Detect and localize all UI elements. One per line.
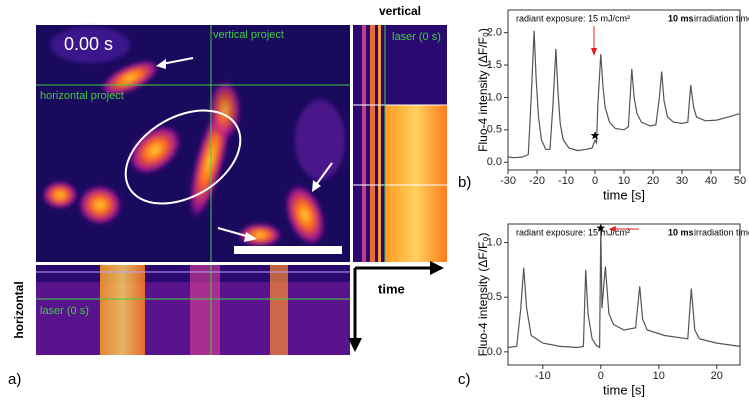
plot-frame bbox=[507, 223, 741, 366]
cell bbox=[78, 185, 122, 225]
stim-arrowhead bbox=[608, 226, 616, 232]
cell bbox=[42, 181, 78, 209]
y-axis-label: Fluo-4 intensity (ΔF/F₀) bbox=[476, 233, 490, 357]
panel-label: a) bbox=[8, 371, 21, 388]
x-tick-label: 20 bbox=[711, 370, 723, 382]
strip-band bbox=[378, 25, 381, 262]
cell bbox=[295, 100, 345, 180]
star-marker: ★ bbox=[590, 128, 601, 142]
arrow bbox=[217, 227, 251, 238]
cell bbox=[209, 80, 241, 140]
strip-band bbox=[385, 105, 447, 262]
horizontal-project-label: horizontal project bbox=[40, 90, 124, 102]
y-tick-label: 0.0 bbox=[487, 346, 502, 358]
vertical-project-label: vertical project bbox=[213, 29, 284, 41]
trace bbox=[507, 229, 741, 349]
x-tick-label: 50 bbox=[734, 175, 746, 187]
arrow bbox=[315, 162, 333, 186]
arrowhead bbox=[348, 338, 362, 352]
annotation: radiant exposure: 15 mJ/cm² bbox=[516, 13, 630, 23]
panel-label: c) bbox=[458, 371, 471, 388]
charts: -30 -20 -10 0 10 20 30 40 50 0.0 0.5 1.0 1.5 2.0 time … bbox=[458, 9, 749, 397]
arrowhead bbox=[156, 59, 166, 69]
y-tick-label: 0.5 bbox=[487, 124, 502, 136]
annotation-bold: 10 ms bbox=[668, 13, 694, 23]
vertical-laser-label: laser (0 s) bbox=[392, 31, 441, 43]
time-label: time bbox=[378, 281, 405, 296]
x-tick-label: -30 bbox=[500, 175, 516, 187]
y-tick-label: 1.5 bbox=[487, 59, 502, 71]
y-axis-label: Fluo-4 intensity (ΔF/F₀) bbox=[476, 28, 490, 152]
strip-band bbox=[362, 25, 366, 262]
annotation-rest: irradiation time bbox=[694, 13, 749, 23]
x-tick-label: -20 bbox=[529, 175, 545, 187]
arrow bbox=[161, 57, 194, 65]
x-tick-label: -10 bbox=[535, 370, 551, 382]
x-tick-label: 40 bbox=[705, 175, 717, 187]
arrows bbox=[156, 57, 333, 242]
annotation: radiant exposure: 15 mJ/cm² bbox=[516, 227, 630, 237]
x-tick-label: -10 bbox=[558, 175, 574, 187]
strip-band bbox=[190, 265, 220, 355]
strip-band bbox=[370, 25, 375, 262]
panel-label: b) bbox=[458, 174, 471, 191]
scale-bar bbox=[234, 246, 342, 254]
cell bbox=[100, 60, 160, 96]
x-tick-label: 20 bbox=[647, 175, 659, 187]
cells bbox=[42, 27, 345, 247]
x-axis-label: time [s] bbox=[603, 382, 645, 397]
y-tick-label: 2.0 bbox=[487, 27, 502, 39]
vertical-title: vertical bbox=[379, 4, 421, 18]
x-tick-label: 30 bbox=[676, 175, 688, 187]
strip-band bbox=[270, 265, 288, 355]
arrowhead bbox=[430, 261, 444, 275]
y-tick-label: 1.0 bbox=[487, 236, 502, 248]
strip-band bbox=[100, 265, 145, 355]
arrowhead bbox=[244, 232, 257, 242]
trace bbox=[507, 30, 741, 159]
timestamp: 0.00 s bbox=[64, 34, 113, 54]
x-tick-label: 0 bbox=[592, 175, 598, 187]
cell bbox=[50, 27, 130, 63]
y-tick-label: 1.0 bbox=[487, 91, 502, 103]
horizontal-laser-label: laser (0 s) bbox=[40, 305, 89, 317]
x-tick-label: 10 bbox=[618, 175, 630, 187]
y-tick-label: 0.0 bbox=[487, 156, 502, 168]
y-tick-label: 0.5 bbox=[487, 291, 502, 303]
stim-arrowhead bbox=[591, 48, 597, 56]
x-tick-label: 0 bbox=[598, 370, 604, 382]
plot-frame bbox=[507, 9, 741, 171]
x-tick-label: 10 bbox=[653, 370, 665, 382]
cell bbox=[284, 184, 326, 246]
star-marker: ★ bbox=[595, 221, 606, 235]
cell bbox=[238, 223, 282, 247]
x-axis-label: time [s] bbox=[603, 187, 645, 202]
arrowhead bbox=[312, 180, 321, 192]
horizontal-title: horizontal bbox=[12, 281, 26, 338]
annotation-rest: irradiation time bbox=[694, 227, 749, 237]
annotation-bold: 10 ms bbox=[668, 227, 694, 237]
roi-ellipse bbox=[124, 109, 242, 205]
